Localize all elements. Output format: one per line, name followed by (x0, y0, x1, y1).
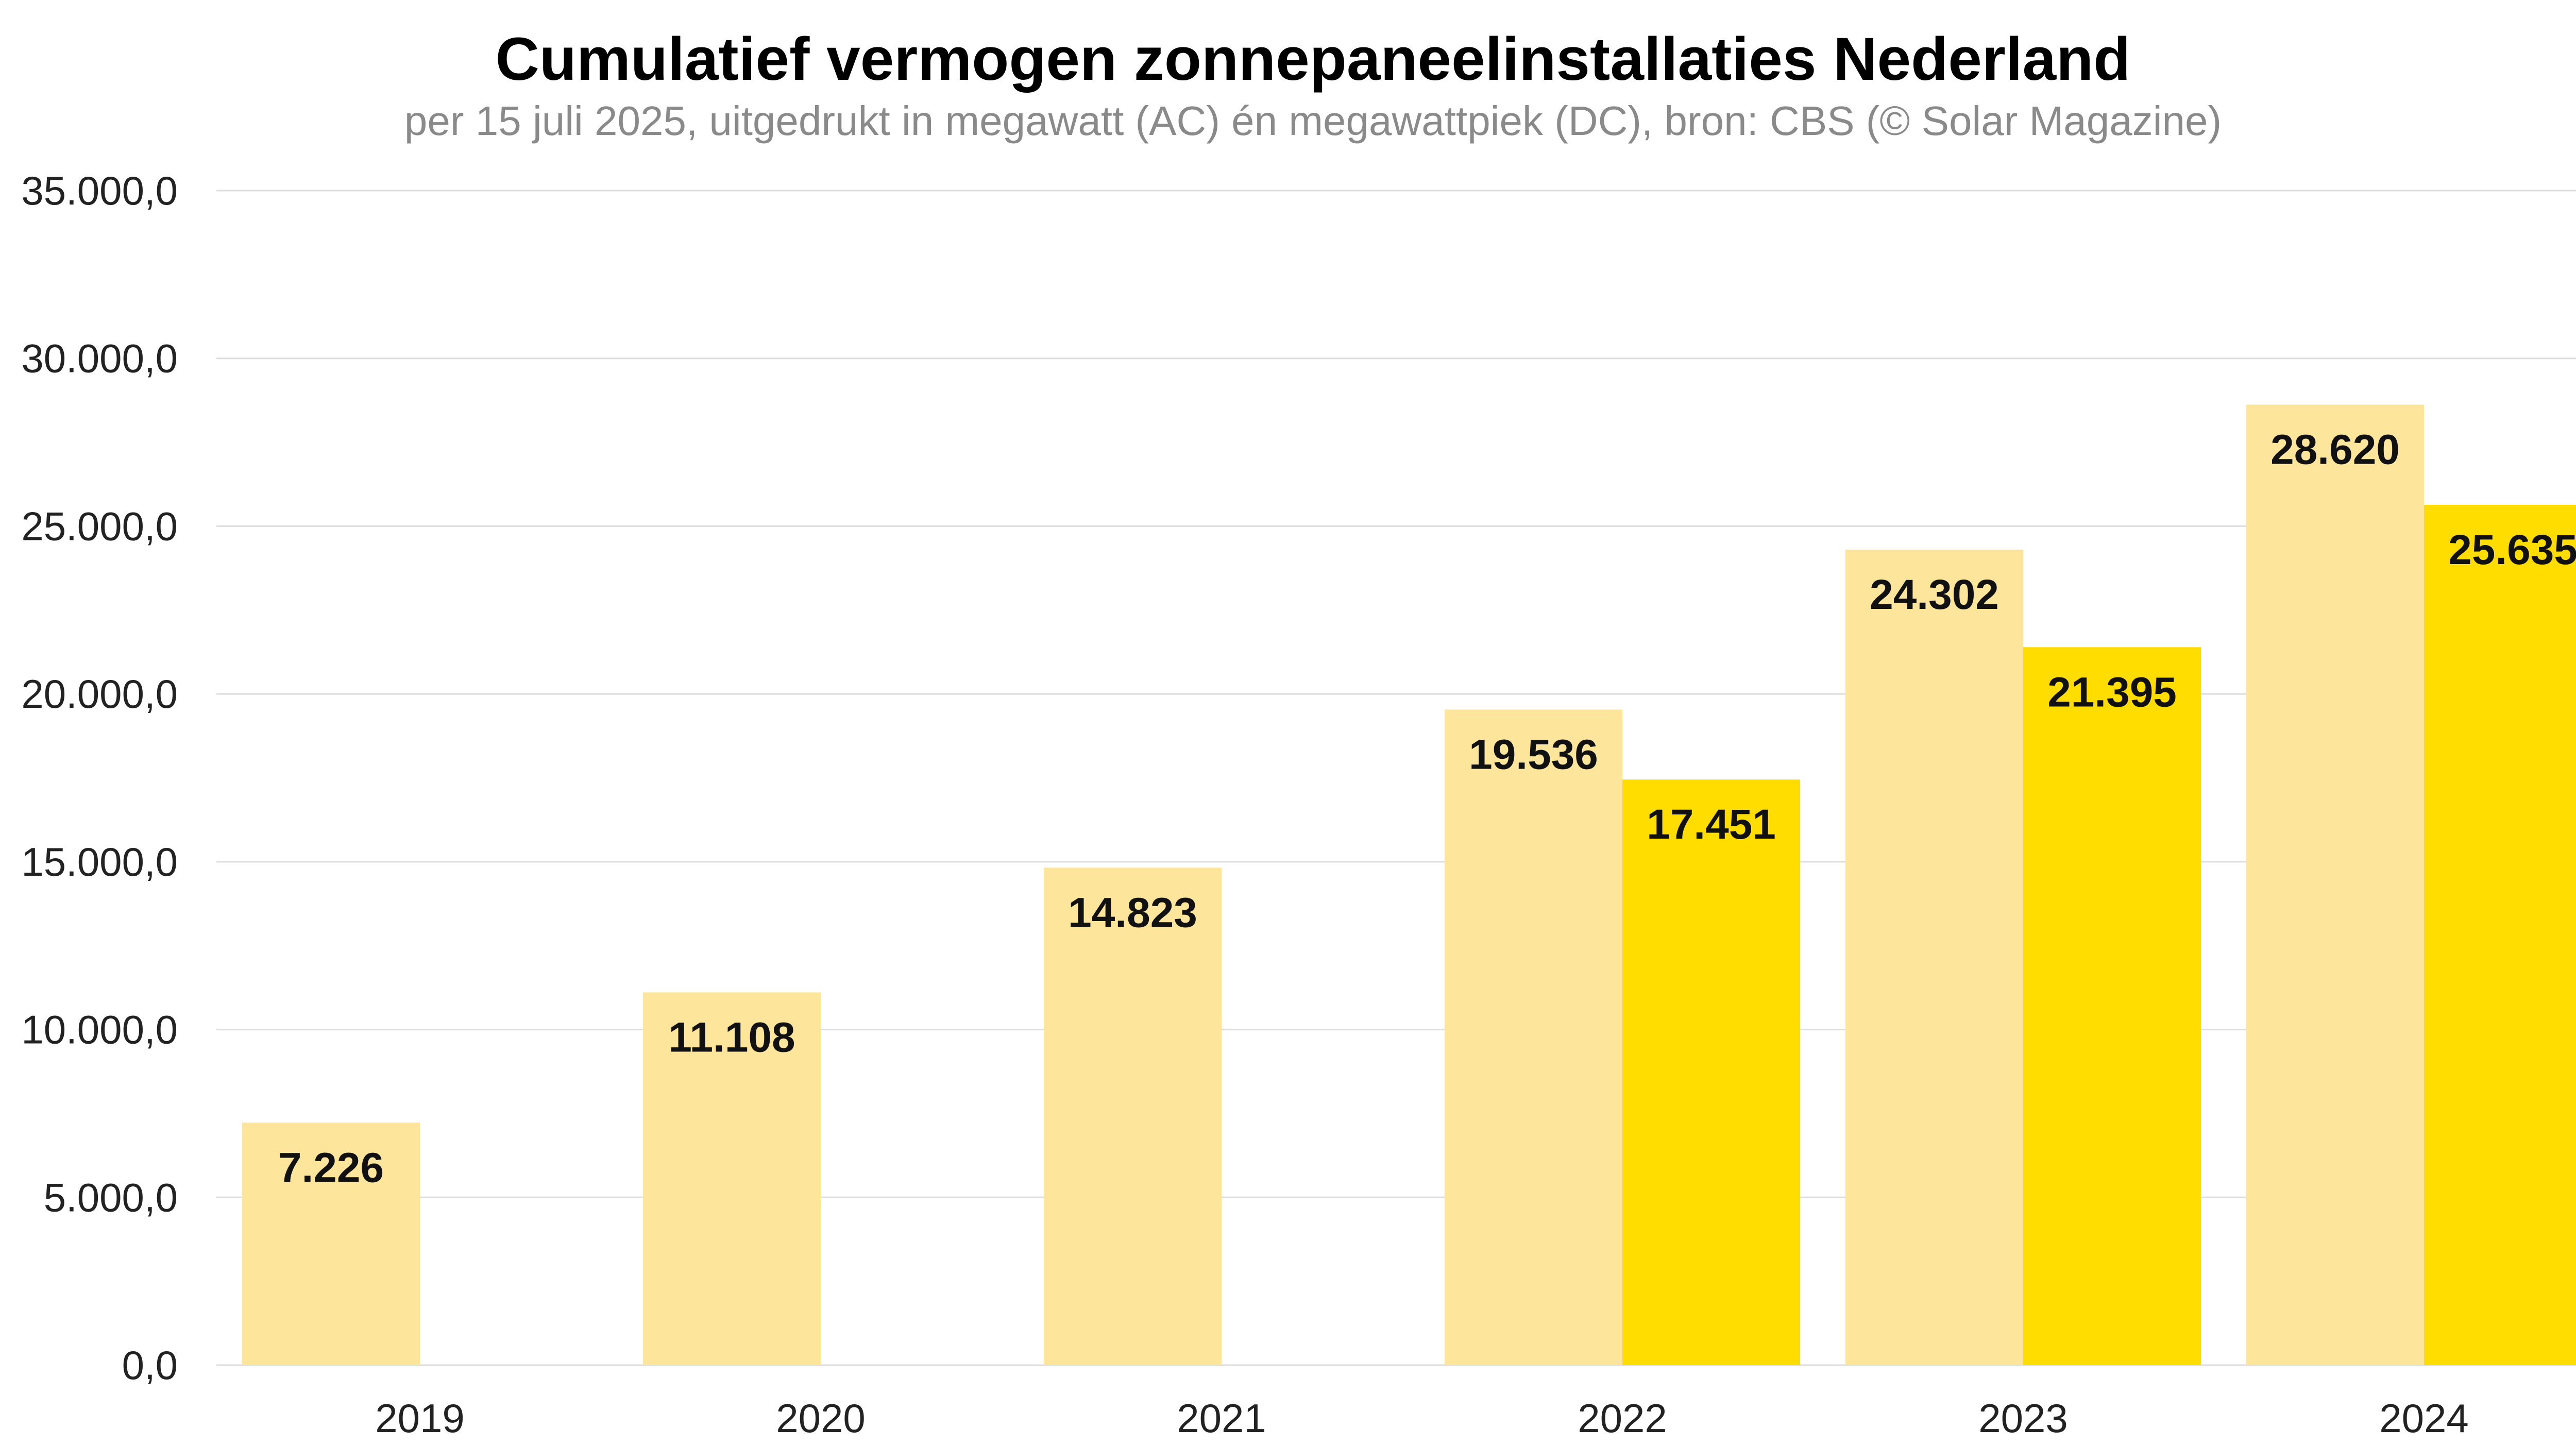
bar-value-label: 11.108 (668, 1014, 795, 1061)
y-tick-label: 5.000,0 (44, 1175, 178, 1220)
x-axis-ticks: 2019 2020 2021 2022 2023 2024 (375, 1396, 2469, 1441)
bar-value-label: 17.451 (1647, 801, 1776, 848)
gridlines (216, 190, 2576, 1366)
bar (2246, 404, 2424, 1365)
y-tick-label: 0,0 (122, 1342, 178, 1388)
bar-value-label: 21.395 (2047, 669, 2177, 716)
x-tick-label: 2024 (2379, 1396, 2469, 1441)
bar-value-label: 25.635 (2448, 526, 2576, 573)
bar (1845, 549, 2023, 1365)
x-tick-label: 2020 (776, 1396, 866, 1441)
bar (1445, 709, 1622, 1365)
bar (643, 992, 821, 1365)
bar-value-label: 19.536 (1469, 731, 1598, 778)
bar-value-label: 28.620 (2270, 427, 2400, 473)
y-tick-label: 35.000,0 (21, 168, 178, 213)
y-axis-ticks: 0,0 5.000,0 10.000,0 15.000,0 20.000,0 25.000… (21, 168, 178, 1388)
y-tick-label: 30.000,0 (21, 336, 178, 381)
y-tick-label: 25.000,0 (21, 503, 178, 549)
x-tick-label: 2022 (1578, 1396, 1667, 1441)
y-tick-label: 20.000,0 (21, 671, 178, 717)
bar (1622, 779, 1800, 1365)
bar-value-label: 7.226 (278, 1144, 384, 1191)
bars: 7.226 11.108 14.823 19.536 24.302 28.620 17.45… (242, 404, 2576, 1365)
bar (2023, 647, 2201, 1365)
bar-value-label: 14.823 (1068, 889, 1197, 936)
x-tick-label: 2019 (375, 1396, 465, 1441)
x-tick-label: 2021 (1177, 1396, 1266, 1441)
bar (1044, 867, 1222, 1365)
bar (242, 1122, 420, 1365)
x-tick-label: 2023 (1978, 1396, 2068, 1441)
bar-value-label: 24.302 (1870, 571, 1999, 618)
y-tick-label: 10.000,0 (21, 1007, 178, 1052)
chart-title: Cumulatief vermogen zonnepaneelinstallat… (495, 25, 2131, 93)
y-tick-label: 15.000,0 (21, 839, 178, 884)
bar (2424, 505, 2576, 1365)
chart-subtitle: per 15 juli 2025, uitgedrukt in megawatt… (404, 98, 2222, 144)
